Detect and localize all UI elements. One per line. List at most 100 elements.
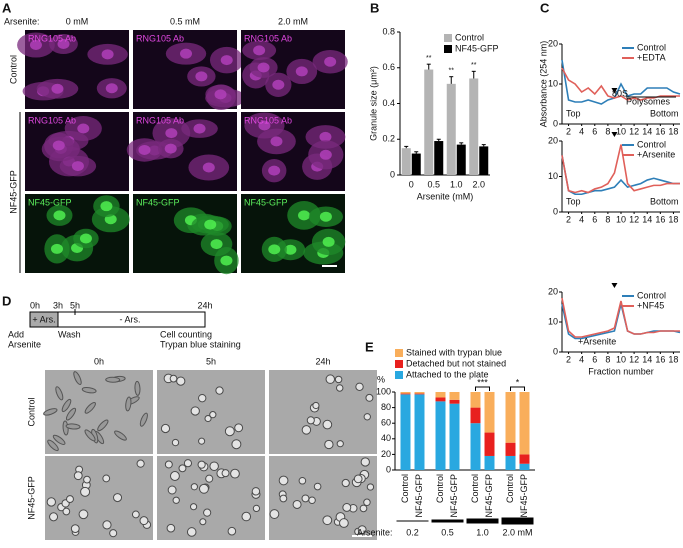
cell [49,512,59,522]
cell [190,503,198,511]
cell [221,469,230,478]
bar-segment [414,392,425,394]
cell [230,468,240,479]
cell [66,495,74,504]
image-label: RNG105 Ab [28,115,76,125]
cell [80,486,91,497]
significance: ** [426,55,432,62]
x-tick-label: NF45-GFP [484,474,494,518]
washout-phase [57,311,206,328]
bar [479,146,489,175]
significance: ** [471,62,477,69]
cell [55,386,64,401]
nucleus [319,149,332,160]
legend-label: Control [637,139,666,149]
image-label: NF45-GFP [28,197,72,207]
cell [171,438,180,447]
row-label: Control [26,397,36,426]
x-tick-label: NF45-GFP [519,474,529,518]
significance-bracket [510,386,525,391]
cell [190,483,198,491]
nucleus [220,55,233,66]
x-tick-label: NF45-GFP [414,474,424,518]
image-label: NF45-GFP [136,197,180,207]
panel-label: D [2,293,11,308]
cell [70,524,80,534]
legend-swatch [395,349,403,357]
nucleus [284,244,297,255]
x-tick-label: 18 [668,126,678,136]
group-label: 0.5 [441,527,454,537]
cell [131,510,140,519]
nucleus [101,49,114,60]
cell [134,380,141,396]
cell [360,457,370,467]
y-tick-label: 0.2 [382,134,395,144]
significance: *** [477,377,488,387]
x-tick-label: 18 [668,354,678,364]
y-tick-label: 0.4 [382,98,395,108]
nucleus [204,219,217,230]
y-tick-label: 0.6 [382,62,395,72]
cell [83,475,91,484]
cell [353,474,363,484]
nucleus [51,83,64,94]
cell [81,386,97,394]
nucleus [29,40,42,51]
cell [224,426,235,437]
y-axis-label: Granule size (μm²) [368,66,378,141]
cell [46,497,56,507]
cell [65,423,81,430]
nucleus [79,233,92,244]
annotation: Top [566,196,581,206]
y-tick-label: 10 [548,316,558,326]
cell [334,375,343,384]
arsenite-label: Arsenite: [4,16,40,26]
nucleus [105,83,118,94]
bar-segment [435,397,446,402]
x-tick-label: 12 [629,354,639,364]
row-label: Control [8,55,18,84]
annotation: Bottom [650,196,679,206]
x-tick-label: 6 [592,354,597,364]
x-tick-label: NF45-GFP [449,474,459,518]
cell [322,515,333,526]
cell [160,423,171,434]
time-label: 5h [70,300,80,310]
x-tick-label: 8 [605,354,610,364]
cell [125,396,132,412]
annotation: Bottom [650,108,679,118]
x-tick-label: Control [505,474,515,503]
cell [341,478,350,488]
panel-label: E [365,339,374,354]
cell [197,460,206,469]
cell [279,494,288,503]
x-tick-label: Control [400,474,410,503]
bar [456,144,466,175]
column-label: 0h [94,356,104,366]
cell [308,496,316,505]
legend-label: +Arsenite [637,149,675,159]
image-label: RNG105 Ab [244,33,292,43]
cell [324,439,334,450]
y-tick-label: 10 [548,171,558,181]
series-line [561,144,680,194]
cell [105,376,121,383]
cell [325,374,336,384]
cell [336,440,344,448]
bar-segment [505,455,516,470]
cell [65,407,77,421]
event-label: Arsenite [8,339,41,349]
bar [424,69,434,175]
nucleus [268,244,281,255]
x-tick-label: 6 [592,126,597,136]
cell [61,398,72,413]
nucleus [322,236,335,247]
nucleus [71,161,84,172]
phase-label: - Ars. [119,314,140,324]
image-label: NF45-GFP [244,197,288,207]
row-label: NF45-GFP [8,170,18,214]
column-label: 24h [315,356,330,366]
legend-swatch [395,371,403,379]
